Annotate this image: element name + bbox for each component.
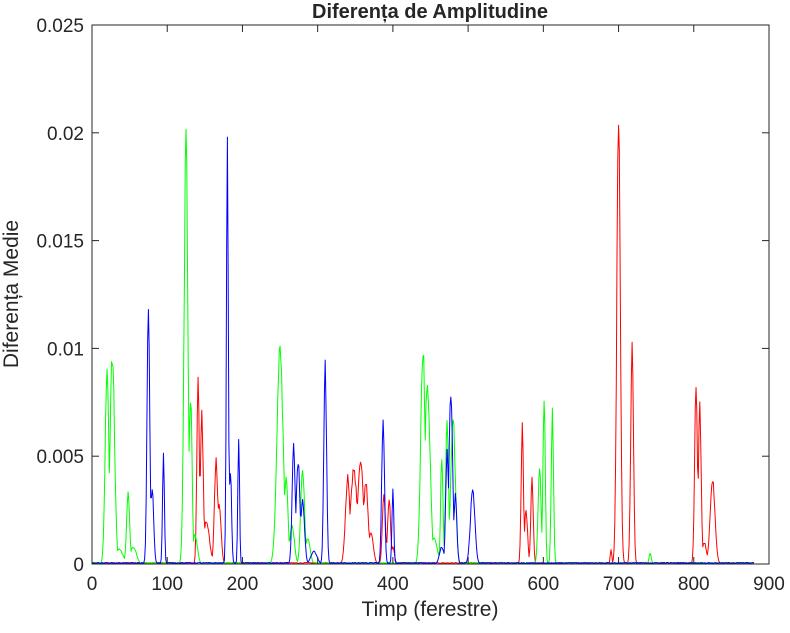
y-tick-label: 0.015 <box>36 232 84 253</box>
y-tick-label: 0.02 <box>47 124 84 145</box>
y-tick-label: 0.025 <box>36 16 84 37</box>
x-tick-label: 300 <box>302 574 334 595</box>
y-axis-label: Diferența Medie <box>0 220 23 368</box>
series-layer <box>91 124 755 564</box>
y-tick-label: 0.01 <box>47 339 84 360</box>
x-tick-label: 400 <box>377 574 409 595</box>
axes-box <box>91 24 770 565</box>
x-axis-label: Timp (ferestre) <box>362 598 499 621</box>
x-tick-label: 700 <box>603 574 635 595</box>
chart-title: Diferența de Amplitudine <box>312 1 548 23</box>
x-tick-label: 800 <box>678 574 710 595</box>
x-tick-label: 500 <box>452 574 484 595</box>
x-tick-label: 100 <box>151 574 183 595</box>
x-tick-label: 0 <box>87 574 98 595</box>
y-tick-label: 0 <box>73 555 84 576</box>
series-line-2 <box>91 136 755 564</box>
x-tick-label: 200 <box>227 574 259 595</box>
x-tick-label: 600 <box>527 574 559 595</box>
y-tick-label: 0.005 <box>36 447 84 468</box>
x-tick-label: 900 <box>753 574 785 595</box>
tick-layer: 0 100 200 300 400 500 600 700 800 900 0 0.005 0.01 0.… <box>36 16 784 595</box>
